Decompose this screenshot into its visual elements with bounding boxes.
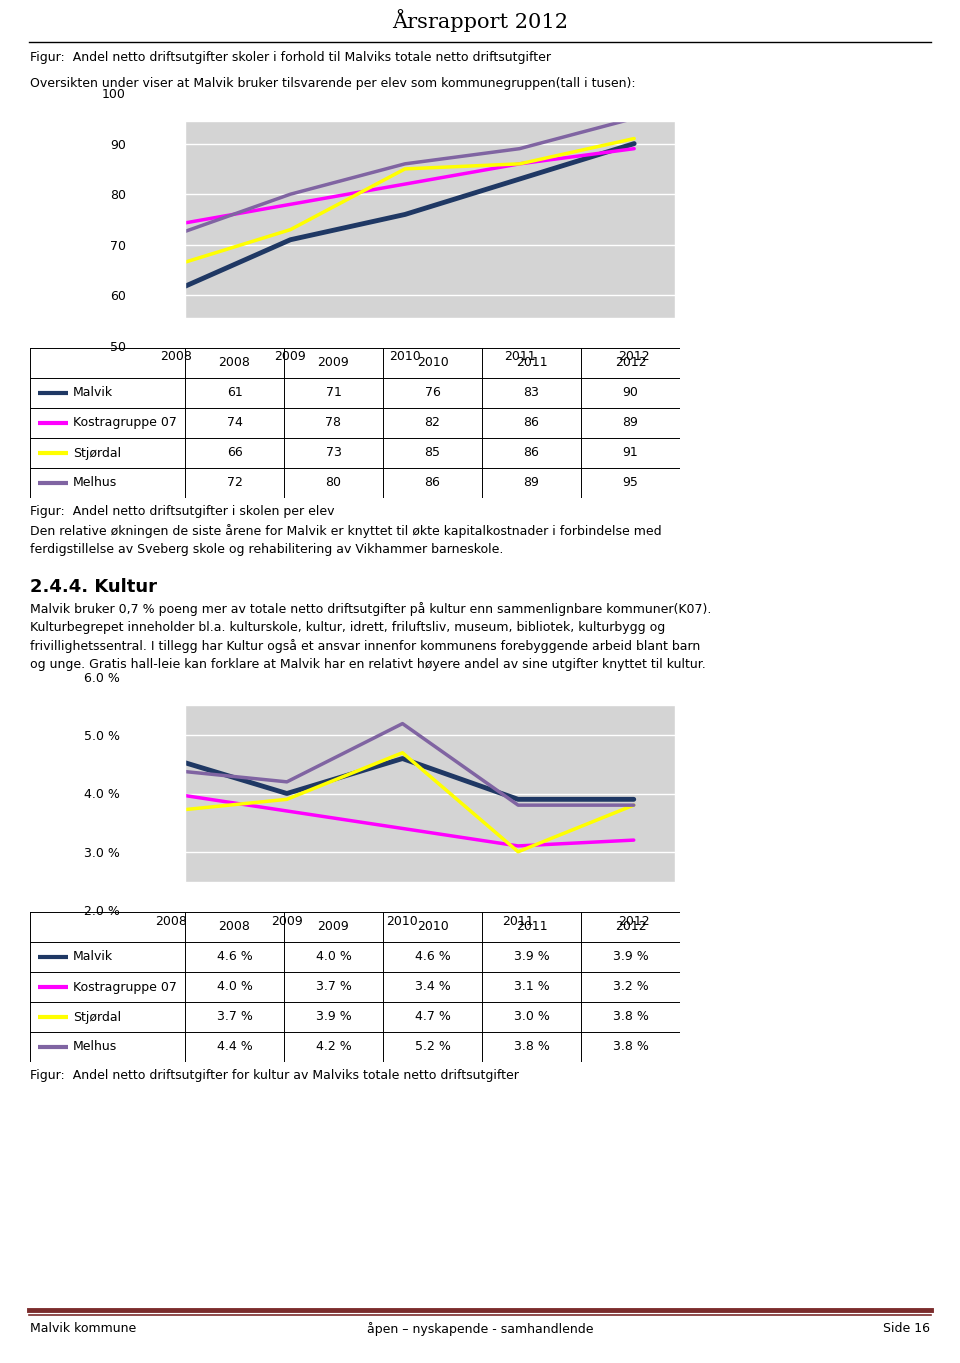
Text: Melhus: Melhus [73,1040,117,1054]
Text: 85: 85 [424,447,441,459]
Text: 95: 95 [623,477,638,489]
Bar [130,93,680,121]
Text: Den relative økningen de siste årene for Malvik er knyttet til økte kapitalkostn: Den relative økningen de siste årene for… [30,523,661,556]
Bar [130,318,680,346]
Text: 86: 86 [523,447,540,459]
Text: 2012: 2012 [614,920,646,934]
Text: 3.9 %: 3.9 % [514,950,549,964]
Text: 86: 86 [424,477,441,489]
Text: 4.6 %: 4.6 % [415,950,450,964]
Text: 86: 86 [523,417,540,429]
Text: 78: 78 [325,417,342,429]
Text: Figur:  Andel netto driftsutgifter for kultur av Malviks totale netto driftsutgi: Figur: Andel netto driftsutgifter for ku… [30,1069,518,1081]
Text: 2009: 2009 [318,920,349,934]
Text: 61: 61 [227,387,242,399]
Text: 3.8 %: 3.8 % [612,1040,648,1054]
Text: 91: 91 [623,447,638,459]
Bar [125,677,185,910]
Text: Malvik: Malvik [73,950,113,964]
Text: 3.4 %: 3.4 % [415,980,450,994]
Text: 3.1 %: 3.1 % [514,980,549,994]
Text: 2008: 2008 [219,920,251,934]
Text: 4.4 %: 4.4 % [217,1040,252,1054]
Text: Kostragruppe 07: Kostragruppe 07 [73,980,177,994]
Text: 74: 74 [227,417,243,429]
Text: 4.2 %: 4.2 % [316,1040,351,1054]
Text: 76: 76 [424,387,441,399]
Text: 2011: 2011 [516,357,547,369]
Text: 90: 90 [623,387,638,399]
Text: 3.0 %: 3.0 % [514,1010,549,1024]
Text: Melhus: Melhus [73,477,117,489]
Text: 5.2 %: 5.2 % [415,1040,450,1054]
Text: 4.6 %: 4.6 % [217,950,252,964]
Bar [675,93,680,346]
Text: Oversikten under viser at Malvik bruker tilsvarende per elev som kommunegruppen(: Oversikten under viser at Malvik bruker … [30,78,636,90]
Text: Årsrapport 2012: Årsrapport 2012 [392,8,568,31]
Text: Figur:  Andel netto driftsutgifter skoler i forhold til Malviks totale netto dri: Figur: Andel netto driftsutgifter skoler… [30,52,551,64]
Text: 2009: 2009 [318,357,349,369]
Text: Stjørdal: Stjørdal [73,447,121,459]
Text: åpen – nyskapende - samhandlende: åpen – nyskapende - samhandlende [367,1322,593,1336]
Text: Malvik: Malvik [73,387,113,399]
Text: 89: 89 [623,417,638,429]
Text: 3.7 %: 3.7 % [316,980,351,994]
Text: 3.2 %: 3.2 % [612,980,648,994]
Bar [125,677,680,705]
Text: 3.8 %: 3.8 % [514,1040,549,1054]
Text: Side 16: Side 16 [883,1322,930,1336]
Text: 89: 89 [523,477,540,489]
Bar [675,677,680,910]
Text: 2010: 2010 [417,920,448,934]
Text: 2010: 2010 [417,357,448,369]
Text: 3.7 %: 3.7 % [217,1010,252,1024]
Text: 3.8 %: 3.8 % [612,1010,648,1024]
Bar [125,882,680,910]
Text: Stjørdal: Stjørdal [73,1010,121,1024]
Text: 83: 83 [523,387,540,399]
Text: Figur:  Andel netto driftsutgifter i skolen per elev: Figur: Andel netto driftsutgifter i skol… [30,504,334,518]
Text: 82: 82 [424,417,441,429]
Text: Kostragruppe 07: Kostragruppe 07 [73,417,177,429]
Text: Malvik kommune: Malvik kommune [30,1322,136,1336]
Bar [130,93,185,346]
Text: 3.9 %: 3.9 % [316,1010,351,1024]
Text: 4.0 %: 4.0 % [316,950,351,964]
Text: 73: 73 [325,447,342,459]
Text: 2008: 2008 [219,357,251,369]
Text: 71: 71 [325,387,342,399]
Text: 2012: 2012 [614,357,646,369]
Text: 80: 80 [325,477,342,489]
Text: Malvik bruker 0,7 % poeng mer av totale netto driftsutgifter på kultur enn samme: Malvik bruker 0,7 % poeng mer av totale … [30,602,711,672]
Text: 2.4.4. Kultur: 2.4.4. Kultur [30,578,157,596]
Text: 72: 72 [227,477,243,489]
Text: 66: 66 [227,447,242,459]
Text: 3.9 %: 3.9 % [612,950,648,964]
Text: 4.7 %: 4.7 % [415,1010,450,1024]
Text: 2011: 2011 [516,920,547,934]
Text: 4.0 %: 4.0 % [217,980,252,994]
